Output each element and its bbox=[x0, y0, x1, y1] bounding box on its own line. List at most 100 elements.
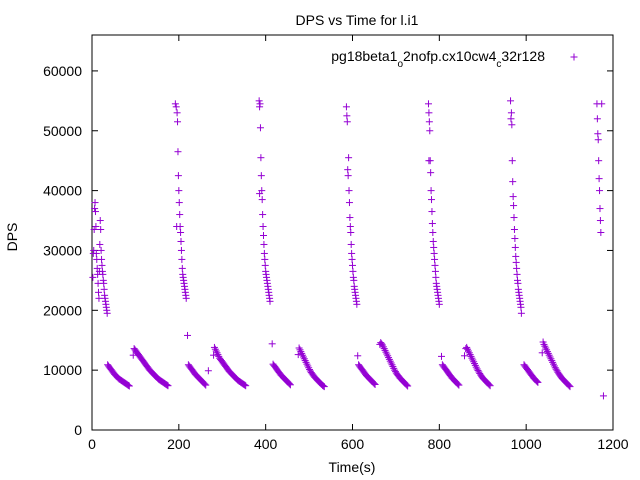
data-point bbox=[97, 226, 105, 234]
data-point bbox=[404, 382, 412, 390]
legend-marker-plus bbox=[570, 53, 578, 61]
data-point bbox=[464, 347, 472, 355]
data-point bbox=[438, 352, 446, 360]
data-point bbox=[306, 366, 314, 374]
data-point bbox=[402, 380, 410, 388]
data-point bbox=[469, 356, 477, 364]
data-point bbox=[390, 364, 398, 372]
y-tick-label: 40000 bbox=[43, 183, 82, 199]
data-point bbox=[242, 382, 250, 390]
data-point bbox=[200, 379, 208, 387]
data-point bbox=[369, 379, 377, 387]
data-point bbox=[286, 381, 294, 389]
y-axis-label: DPS bbox=[4, 223, 20, 252]
y-tick-label: 50000 bbox=[43, 123, 82, 139]
data-point bbox=[545, 351, 553, 359]
data-point bbox=[256, 190, 264, 198]
data-point bbox=[259, 231, 267, 239]
y-tick-label: 20000 bbox=[43, 302, 82, 318]
data-point bbox=[542, 344, 550, 352]
data-point bbox=[172, 103, 180, 111]
data-point bbox=[382, 348, 390, 356]
data-point bbox=[178, 264, 186, 272]
data-point bbox=[89, 273, 97, 281]
data-point bbox=[98, 255, 106, 263]
data-point bbox=[345, 199, 353, 207]
data-point bbox=[268, 340, 276, 348]
data-point bbox=[513, 270, 521, 278]
data-point bbox=[429, 237, 437, 245]
data-point bbox=[345, 154, 353, 162]
data-point bbox=[100, 279, 108, 287]
data-point bbox=[344, 172, 352, 180]
x-tick-label: 0 bbox=[88, 436, 96, 452]
data-point bbox=[304, 362, 312, 370]
data-point bbox=[467, 352, 475, 360]
data-point bbox=[517, 309, 525, 317]
data-point bbox=[175, 199, 183, 207]
y-tick-label: 60000 bbox=[43, 63, 82, 79]
data-point bbox=[91, 208, 99, 216]
data-point bbox=[210, 343, 218, 351]
data-point bbox=[266, 297, 274, 305]
data-point bbox=[211, 345, 219, 353]
data-point bbox=[177, 237, 185, 245]
data-point bbox=[298, 349, 306, 357]
data-point bbox=[173, 109, 181, 117]
data-point bbox=[552, 365, 560, 373]
x-tick-label: 800 bbox=[428, 436, 452, 452]
data-point bbox=[171, 100, 179, 108]
data-point bbox=[286, 380, 294, 388]
data-point bbox=[163, 381, 171, 389]
data-point bbox=[510, 214, 518, 222]
data-point bbox=[319, 381, 327, 389]
data-point bbox=[391, 366, 399, 374]
data-point bbox=[257, 154, 265, 162]
data-point bbox=[91, 205, 99, 213]
data-point bbox=[596, 205, 604, 213]
data-point bbox=[507, 115, 515, 123]
data-point bbox=[213, 349, 221, 357]
data-point bbox=[429, 229, 437, 236]
data-point bbox=[260, 240, 268, 248]
data-point bbox=[301, 357, 309, 365]
y-tick-label: 10000 bbox=[43, 362, 82, 378]
data-point bbox=[468, 354, 476, 362]
data-point bbox=[541, 342, 549, 350]
data-point bbox=[295, 344, 303, 352]
data-point bbox=[593, 115, 601, 123]
data-point bbox=[389, 363, 397, 371]
data-point bbox=[464, 345, 472, 353]
data-point bbox=[176, 211, 184, 219]
data-point bbox=[343, 112, 351, 120]
data-point bbox=[177, 229, 185, 236]
data-point bbox=[99, 270, 107, 278]
data-point bbox=[92, 249, 100, 257]
data-point bbox=[597, 229, 605, 236]
data-point bbox=[543, 348, 551, 356]
data-point bbox=[513, 264, 521, 272]
data-point bbox=[299, 351, 307, 359]
data-point bbox=[454, 380, 462, 388]
data-point bbox=[371, 381, 379, 389]
data-point bbox=[350, 276, 358, 284]
data-point bbox=[599, 392, 607, 400]
data-point bbox=[595, 157, 603, 165]
data-point bbox=[124, 381, 132, 389]
data-point bbox=[95, 294, 103, 302]
data-point bbox=[302, 358, 310, 366]
data-point bbox=[538, 349, 546, 357]
data-point bbox=[174, 118, 182, 126]
data-point bbox=[455, 381, 463, 389]
data-point bbox=[300, 355, 308, 363]
data-point bbox=[258, 196, 266, 204]
x-tick-label: 600 bbox=[341, 436, 365, 452]
data-point bbox=[427, 187, 435, 195]
data-point bbox=[548, 357, 556, 365]
data-point bbox=[465, 349, 473, 357]
data-point bbox=[370, 380, 378, 388]
x-tick-label: 1200 bbox=[597, 436, 628, 452]
data-point bbox=[214, 351, 222, 359]
legend: pg18beta1o2nofp.cx10cw4c32r128 bbox=[331, 48, 578, 70]
